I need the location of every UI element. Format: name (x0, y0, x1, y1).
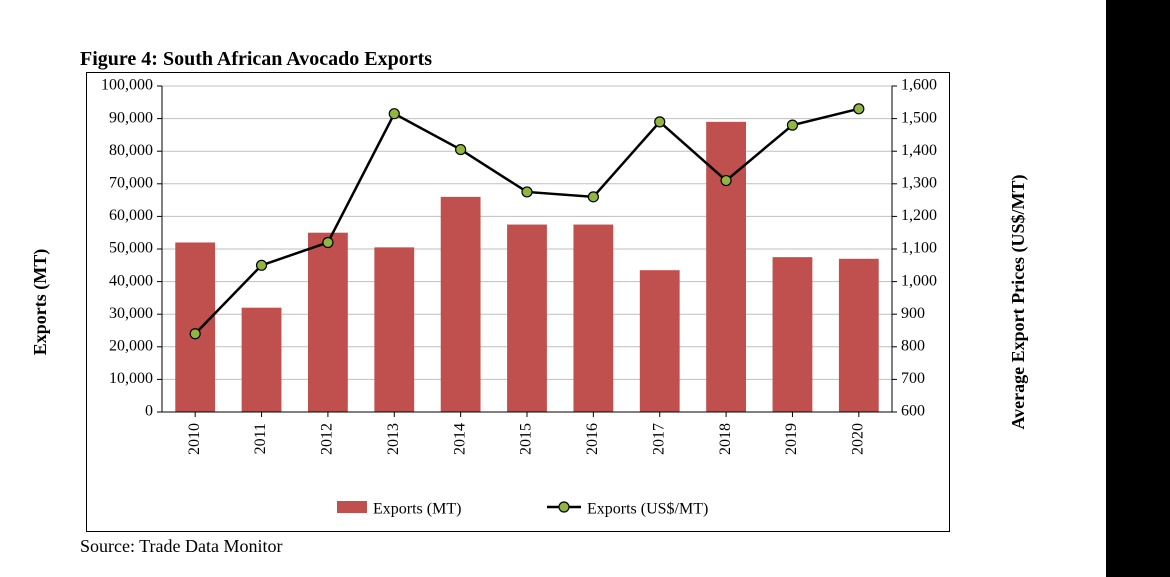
y-left-tick-label: 90,000 (109, 109, 153, 126)
y-left-axis-label: Exports (MT) (30, 72, 54, 532)
y-right-tick-label: 600 (901, 403, 925, 420)
bar (441, 197, 481, 412)
figure-title: Figure 4: South African Avocado Exports (80, 48, 432, 71)
y-right-tick-label: 800 (901, 337, 925, 354)
x-tick-label: 2013 (385, 423, 402, 455)
y-left-tick-label: 100,000 (101, 77, 153, 94)
y-left-tick-label: 70,000 (109, 174, 153, 191)
page-root: { "figure": { "title": "Figure 4: South … (0, 0, 1170, 577)
bar (773, 257, 813, 412)
line-marker (588, 192, 598, 202)
y-left-tick-label: 40,000 (109, 272, 153, 289)
y-right-tick-label: 1,600 (901, 77, 937, 94)
x-tick-label: 2012 (319, 423, 336, 455)
x-tick-label: 2020 (849, 423, 866, 455)
x-tick-label: 2017 (650, 423, 667, 455)
line-marker (655, 117, 665, 127)
y-right-tick-label: 700 (901, 370, 925, 387)
y-left-tick-label: 50,000 (109, 240, 153, 257)
source-caption: Source: Trade Data Monitor (80, 536, 282, 557)
y-right-tick-label: 1,200 (901, 207, 937, 224)
line-marker (257, 260, 267, 270)
line-marker (190, 329, 200, 339)
line-marker (456, 145, 466, 155)
right-black-strip (1106, 0, 1170, 577)
chart-container: 0 10,000 20,000 30,000 40,000 50,000 60,000 70,… (86, 72, 950, 532)
y-right-tick-label: 1,400 (901, 142, 937, 159)
y-left-tick-label: 0 (145, 403, 153, 420)
x-tick-label: 2016 (584, 423, 601, 455)
bar (308, 233, 348, 412)
y-right-tick-label: 1,300 (901, 174, 937, 191)
legend-swatch-marker (559, 502, 569, 512)
line-marker (389, 109, 399, 119)
x-tick-label: 2010 (186, 423, 203, 455)
line-marker (522, 187, 532, 197)
legend-swatch-bar (337, 501, 367, 513)
line-marker (323, 237, 333, 247)
y-right-tick-label: 1,000 (901, 272, 937, 289)
y-right-axis-label: Average Export Prices (US$/MT) (1008, 72, 1032, 532)
y-left-tick-label: 60,000 (109, 207, 153, 224)
bar (839, 259, 879, 412)
line-marker (854, 104, 864, 114)
bar (640, 270, 680, 412)
bar (175, 242, 215, 412)
x-tick-label: 2019 (783, 423, 800, 455)
y-right-tick-label: 1,500 (901, 109, 937, 126)
y-left-tick-label: 10,000 (109, 370, 153, 387)
bar (573, 225, 613, 412)
y-left-tick-label: 30,000 (109, 305, 153, 322)
y-right-tick-label: 1,100 (901, 240, 937, 257)
line-marker (721, 176, 731, 186)
legend-label: Exports (US$/MT) (587, 501, 708, 518)
legend-label: Exports (MT) (373, 501, 461, 518)
y-left-tick-label: 20,000 (109, 337, 153, 354)
chart-svg: 0 10,000 20,000 30,000 40,000 50,000 60,000 70,… (86, 72, 950, 532)
bar (374, 247, 414, 412)
y-left-tick-label: 80,000 (109, 142, 153, 159)
y-right-tick-label: 900 (901, 305, 925, 322)
x-tick-label: 2014 (451, 423, 468, 455)
bar (706, 122, 746, 412)
bar (507, 225, 547, 412)
line-marker (787, 120, 797, 130)
x-tick-label: 2018 (717, 423, 734, 455)
x-tick-label: 2011 (252, 423, 269, 454)
x-tick-label: 2015 (518, 423, 535, 455)
bar (242, 308, 282, 412)
